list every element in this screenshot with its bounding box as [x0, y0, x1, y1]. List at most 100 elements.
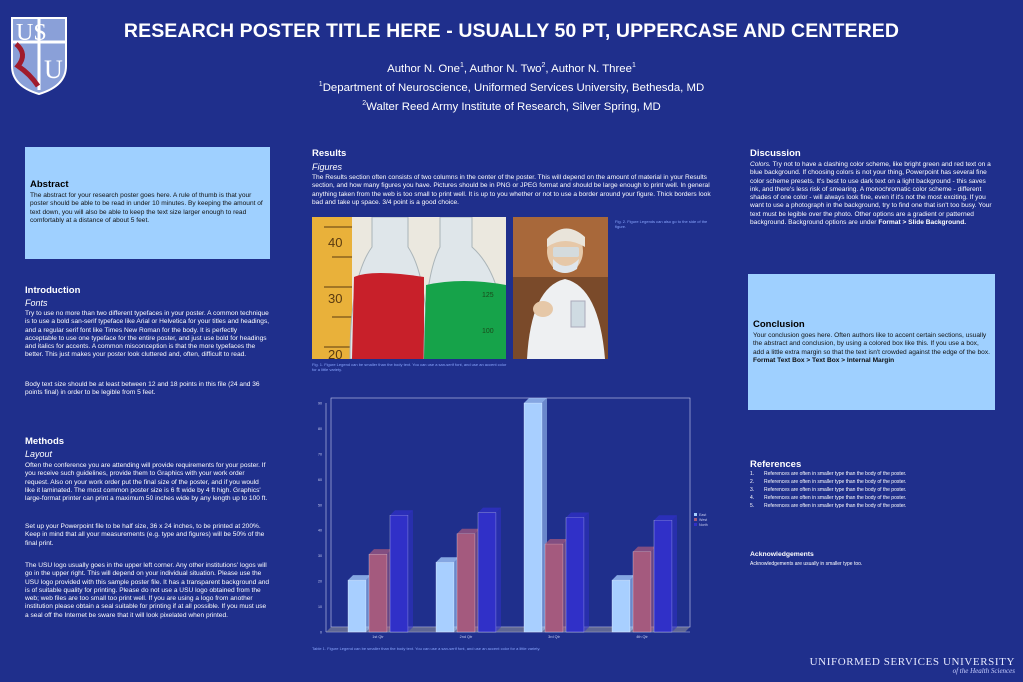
- methods-heading: Methods: [25, 436, 65, 447]
- logo-text-bottom: U: [44, 55, 63, 84]
- methods-subheading: Layout: [25, 449, 53, 459]
- discussion-heading: Discussion: [750, 148, 801, 159]
- methods-p3: The USU logo usually goes in the upper l…: [25, 562, 270, 619]
- usu-wordmark: UNIFORMED SERVICES UNIVERSITY: [809, 656, 1015, 668]
- figure-2-caption: Fig. 2. Figure Legends can also go to th…: [615, 219, 708, 229]
- bar: [435, 562, 455, 633]
- flask-label-125: 125: [482, 292, 494, 299]
- legend-label: East: [699, 513, 706, 517]
- bar-top: [369, 549, 392, 555]
- legend-swatch: [694, 513, 697, 516]
- introduction-subheading: Fonts: [25, 298, 48, 308]
- methods-p1: Often the conference you are attending w…: [25, 462, 268, 503]
- reference-item: 5. References are often in smaller type t…: [750, 503, 907, 509]
- bar: [347, 579, 367, 633]
- y-tick-label: 10: [318, 605, 322, 609]
- y-tick-label: 20: [318, 580, 322, 584]
- bar: [456, 533, 476, 633]
- bar: [477, 512, 497, 633]
- reference-item: 2. References are often in smaller type t…: [750, 479, 907, 485]
- conclusion-body: Your conclusion goes here. Often authors…: [753, 332, 990, 364]
- introduction-heading: Introduction: [25, 285, 81, 296]
- usu-tagline: of the Health Sciences: [952, 667, 1015, 675]
- legend-label: North: [699, 523, 708, 527]
- flask-label-30: 30: [328, 291, 342, 306]
- legend-swatch: [694, 523, 697, 526]
- y-tick-label: 40: [318, 529, 322, 533]
- bar-chart: 0 10 20 30 40 50 60 70 80 90 1st Qtr 2nd Qtr 3rd Qtr…: [318, 397, 708, 639]
- y-tick-label: 0: [320, 631, 322, 635]
- y-tick-label: 70: [318, 452, 322, 456]
- x-tick-label: 3rd Qtr: [548, 635, 561, 639]
- flask-label-20: 20: [328, 347, 342, 359]
- bar: [368, 553, 388, 633]
- reference-item: 1. References are often in smaller type t…: [750, 471, 907, 477]
- results-chart: 0 10 20 30 40 50 60 70 80 90 1st Qtr 2nd Qtr 3rd Qtr…: [312, 395, 722, 640]
- logo-text-top: US: [16, 20, 47, 46]
- conclusion-box: Conclusion Your conclusion goes here. Of…: [748, 274, 995, 410]
- abstract-box: Abstract The abstract for your research …: [25, 147, 270, 259]
- bar: [523, 402, 543, 633]
- reference-item: 3. References are often in smaller type t…: [750, 487, 907, 493]
- bar-top: [633, 546, 656, 552]
- y-tick-label: 60: [318, 478, 322, 482]
- y-tick-label: 50: [318, 503, 322, 507]
- bar-side: [408, 510, 413, 632]
- methods-p2: Set up your Powerpoint file to be half s…: [25, 523, 265, 547]
- legend-label: West: [699, 518, 707, 522]
- results-heading: Results: [312, 148, 347, 159]
- flask-label-100: 100: [482, 328, 494, 335]
- y-tick-label: 80: [318, 427, 322, 431]
- bar-side: [584, 512, 589, 632]
- y-tick-label: 90: [318, 402, 322, 406]
- bar: [565, 517, 585, 633]
- acknowledgements-body: Acknowledgements are usually in smaller …: [750, 561, 863, 567]
- affiliation-1: 1Department of Neuroscience, Uniformed S…: [318, 80, 705, 94]
- poster-title: RESEARCH POSTER TITLE HERE - USUALLY 50 …: [123, 20, 900, 42]
- bar-top: [390, 510, 413, 516]
- bar-top: [545, 538, 568, 544]
- bar-top: [348, 575, 371, 581]
- introduction-p2: Body text size should be at least betwee…: [25, 381, 260, 397]
- bar: [653, 520, 673, 633]
- bar-top: [612, 575, 635, 581]
- table-1-caption: Table 1. Figure Legend can be smaller th…: [312, 646, 541, 651]
- bar-top: [436, 557, 459, 563]
- figure-1-caption: Fig. 1. Figure Legend can be smaller tha…: [312, 362, 507, 372]
- plot-floor: [326, 627, 690, 632]
- y-tick-label: 30: [318, 554, 322, 558]
- acknowledgements-heading: Acknowledgements: [750, 551, 814, 558]
- authors-line: Author N. One1, Author N. Two2, Author N…: [387, 62, 636, 75]
- x-tick-label: 4th Qtr: [636, 635, 648, 639]
- bar: [611, 579, 631, 633]
- bar: [544, 543, 564, 633]
- reference-item: 4. References are often in smaller type t…: [750, 495, 907, 501]
- conclusion-heading: Conclusion: [753, 319, 805, 330]
- references-list: 1. References are often in smaller type t…: [750, 470, 995, 510]
- abstract-heading: Abstract: [30, 179, 69, 190]
- references-heading: References: [750, 459, 802, 470]
- bar-side: [672, 515, 677, 632]
- bar: [389, 515, 409, 633]
- results-subheading: Figures: [312, 162, 343, 172]
- bar-top: [524, 398, 547, 403]
- x-tick-label: 1st Qtr: [372, 635, 384, 639]
- usu-logo: US U: [8, 14, 70, 96]
- introduction-p1: Try to use no more than two different ty…: [25, 310, 270, 359]
- figure-1-flasks: 40 30 20 125 100: [312, 217, 506, 359]
- abstract-body: The abstract for your research poster go…: [30, 192, 263, 224]
- figure-2-scientist: [513, 217, 608, 359]
- bar-top: [566, 512, 589, 518]
- bar-top: [654, 515, 677, 521]
- affiliation-2: 2Walter Reed Army Institute of Research,…: [362, 99, 661, 113]
- bar: [632, 551, 652, 633]
- legend-swatch: [694, 518, 697, 521]
- bar-top: [478, 507, 501, 513]
- bar-side: [496, 507, 501, 632]
- author-block: Author N. One1, Author N. Two2, Author N…: [0, 58, 1023, 114]
- flask-label-40: 40: [328, 235, 342, 250]
- discussion-body: Colors. Try not to have a clashing color…: [750, 161, 992, 227]
- results-body: The Results section often consists of tw…: [312, 174, 711, 206]
- bar-top: [457, 528, 480, 534]
- x-tick-label: 2nd Qtr: [460, 635, 473, 639]
